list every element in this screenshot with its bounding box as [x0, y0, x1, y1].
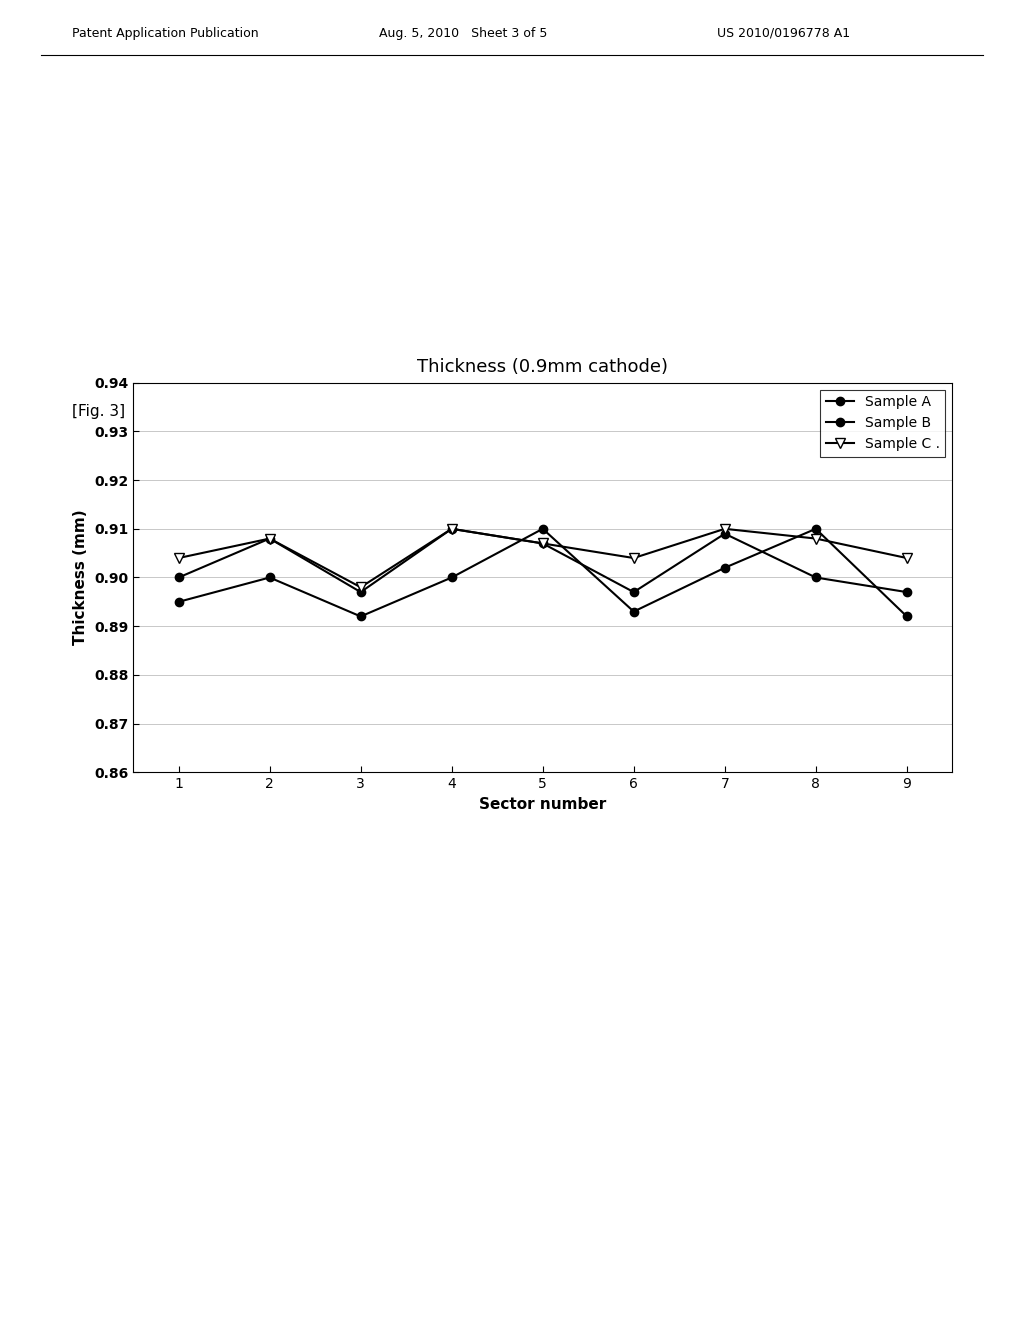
Sample B [628, 585, 640, 601]
Sample A [445, 569, 458, 585]
Text: US 2010/0196778 A1: US 2010/0196778 A1 [717, 26, 850, 40]
Sample C . [445, 521, 458, 537]
Sample C . [719, 521, 731, 537]
X-axis label: Sector number: Sector number [479, 796, 606, 812]
Sample C . [901, 550, 913, 566]
Line: Sample C .: Sample C . [174, 524, 911, 593]
Sample B [901, 585, 913, 601]
Sample B [445, 521, 458, 537]
Sample A [901, 609, 913, 624]
Text: [Fig. 3]: [Fig. 3] [72, 404, 125, 418]
Sample A [537, 521, 549, 537]
Sample A [172, 594, 184, 610]
Sample B [354, 585, 367, 601]
Sample C . [263, 531, 275, 546]
Sample C . [172, 550, 184, 566]
Sample B [172, 569, 184, 585]
Text: Aug. 5, 2010   Sheet 3 of 5: Aug. 5, 2010 Sheet 3 of 5 [379, 26, 547, 40]
Text: Patent Application Publication: Patent Application Publication [72, 26, 258, 40]
Sample A [810, 521, 822, 537]
Sample C . [537, 536, 549, 552]
Sample A [263, 569, 275, 585]
Sample C . [810, 531, 822, 546]
Sample B [719, 525, 731, 541]
Line: Sample B: Sample B [174, 524, 911, 597]
Sample C . [628, 550, 640, 566]
Y-axis label: Thickness (mm): Thickness (mm) [74, 510, 88, 645]
Sample A [719, 560, 731, 576]
Legend: Sample A, Sample B, Sample C .: Sample A, Sample B, Sample C . [820, 389, 945, 457]
Title: Thickness (0.9mm cathode): Thickness (0.9mm cathode) [417, 358, 669, 376]
Sample A [354, 609, 367, 624]
Line: Sample A: Sample A [174, 524, 911, 620]
Sample A [628, 603, 640, 619]
Sample B [537, 536, 549, 552]
Sample B [810, 569, 822, 585]
Sample B [263, 531, 275, 546]
Sample C . [354, 579, 367, 595]
